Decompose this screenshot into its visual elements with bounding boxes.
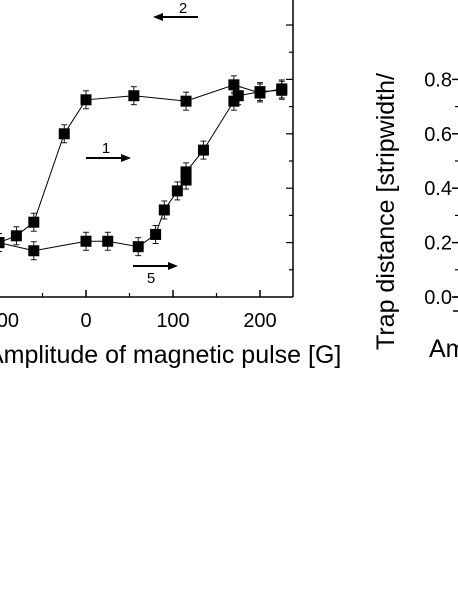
arrow-label: 2 xyxy=(179,0,187,17)
data-point xyxy=(28,216,40,228)
data-point xyxy=(171,185,183,197)
arrow-head xyxy=(121,154,131,162)
data-point xyxy=(254,86,266,98)
right-plot: Trap distance [stripwidth/ 0.00.20.40.60… xyxy=(372,69,458,363)
data-point xyxy=(228,79,240,91)
y-axis-title: Trap distance [stripwidth/ xyxy=(372,73,400,350)
y-tick-label: 0.2 xyxy=(424,233,452,255)
data-point xyxy=(58,128,70,140)
x-tick-label: 0 xyxy=(80,310,91,332)
x-tick-label: -100 xyxy=(0,310,19,332)
y-ticks: 0.0 0.2 0.4 0.6 0.8 xyxy=(424,69,458,309)
data-point xyxy=(128,90,140,102)
data-point xyxy=(150,228,162,240)
x-ticks: -100 0 100 200 xyxy=(0,290,277,332)
data-point xyxy=(10,230,22,242)
data-point xyxy=(232,90,244,102)
arrow-head xyxy=(168,262,178,270)
arrow-label: 1 xyxy=(102,140,110,157)
y-tick-label: 0.8 xyxy=(424,69,452,91)
data-point xyxy=(158,204,170,216)
data-point xyxy=(28,245,40,257)
y-tick-label: 0.0 xyxy=(424,287,452,309)
arrow-label: 5 xyxy=(147,270,155,287)
series-line xyxy=(0,89,282,252)
y-tick-label: 0.4 xyxy=(424,178,452,200)
data-point xyxy=(197,144,209,156)
arrow-head xyxy=(153,13,163,21)
x-tick-label: 100 xyxy=(156,310,189,332)
left-plot: -100 0 100 200 2 1 5 Amplitude of magnetic pu… xyxy=(0,0,341,369)
data-point xyxy=(180,95,192,107)
direction-arrows: 2 1 5 xyxy=(86,0,198,287)
data-point xyxy=(102,235,114,247)
series-group xyxy=(0,75,288,261)
x-axis-title: Amplitude of magnetic pulse [G] xyxy=(0,341,341,369)
right-axis-ticks xyxy=(286,24,293,271)
data-point xyxy=(132,241,144,253)
data-point xyxy=(80,94,92,106)
data-point xyxy=(0,237,5,249)
data-point xyxy=(276,84,288,96)
data-point xyxy=(80,235,92,247)
x-tick-label: 200 xyxy=(243,310,276,332)
series-line xyxy=(0,84,282,243)
data-point xyxy=(180,166,192,178)
x-axis-title-partial: Am xyxy=(429,335,458,363)
y-tick-label: 0.6 xyxy=(424,124,452,146)
